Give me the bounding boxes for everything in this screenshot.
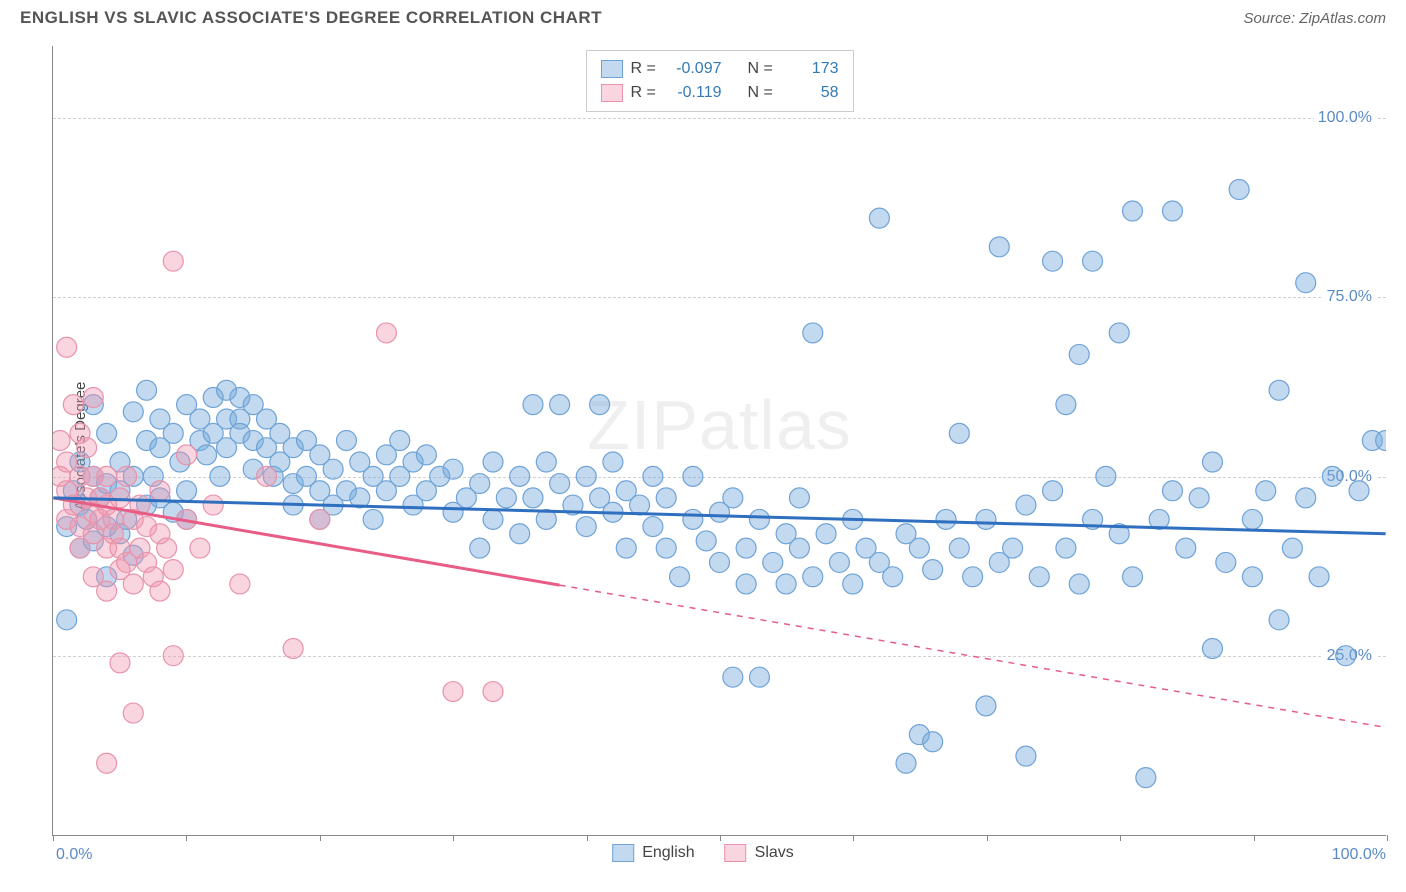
n-label: N = <box>748 57 776 81</box>
swatch-slavs <box>725 844 747 862</box>
legend-item-slavs: Slavs <box>725 844 794 862</box>
x-axis-min: 0.0% <box>56 846 92 864</box>
x-axis-max: 100.0% <box>1332 846 1386 864</box>
n-value: 173 <box>784 57 839 81</box>
legend-correlations: R = -0.097 N = 173 R = -0.119 N = 58 <box>586 50 854 112</box>
r-value: -0.119 <box>667 81 722 105</box>
source-label: Source: ZipAtlas.com <box>1243 10 1386 27</box>
legend-item-english: English <box>612 844 694 862</box>
scatter-plot <box>53 46 1386 835</box>
legend-row-english: R = -0.097 N = 173 <box>601 57 839 81</box>
legend-row-slavs: R = -0.119 N = 58 <box>601 81 839 105</box>
n-value: 58 <box>784 81 839 105</box>
n-label: N = <box>748 81 776 105</box>
swatch-slavs <box>601 84 623 102</box>
swatch-english <box>601 60 623 78</box>
legend-series: English Slavs <box>612 844 794 862</box>
chart-title: ENGLISH VS SLAVIC ASSOCIATE'S DEGREE COR… <box>20 8 602 28</box>
r-label: R = <box>631 81 659 105</box>
legend-label: Slavs <box>755 844 794 862</box>
r-label: R = <box>631 57 659 81</box>
legend-label: English <box>642 844 694 862</box>
chart-area: ZIPatlas R = -0.097 N = 173 R = -0.119 N… <box>52 46 1386 836</box>
r-value: -0.097 <box>667 57 722 81</box>
swatch-english <box>612 844 634 862</box>
